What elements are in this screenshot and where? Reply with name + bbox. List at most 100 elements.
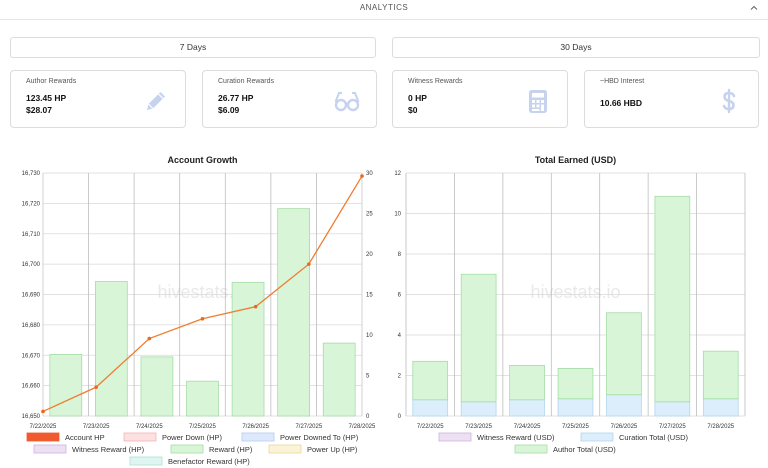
chevron-up-icon[interactable] — [748, 2, 760, 14]
y-tick-label: 16,660 — [22, 384, 41, 390]
bar-curation-total — [412, 399, 449, 417]
curation-rewards-card: Curation Rewards 26.77 HP $6.09 — [202, 70, 377, 128]
y-tick-label: 8 — [398, 252, 402, 258]
legend-label: Benefactor Reward (HP) — [168, 457, 250, 466]
bar-author-total — [557, 368, 594, 400]
bar-curation-total — [460, 401, 497, 417]
legend-label: Reward (HP) — [209, 445, 253, 454]
legend-label: Curation Total (USD) — [619, 433, 689, 442]
y-tick-label: 2 — [398, 374, 402, 380]
bar-author-total — [509, 364, 545, 401]
card-label: Curation Rewards — [218, 78, 275, 85]
card-value-usd: $0 — [408, 105, 418, 115]
y-tick-label: 10 — [394, 212, 401, 218]
x-tick-label: 7/26/2025 — [611, 424, 638, 430]
x-tick-label: 7/28/2025 — [707, 424, 734, 430]
analytics-header[interactable]: ANALYTICS — [0, 0, 768, 20]
bar-author-total — [460, 273, 497, 403]
y-tick-label: 16,720 — [22, 201, 41, 207]
bar-curation-total — [606, 394, 642, 417]
bar-reward-hp — [277, 208, 310, 417]
legend-label: Witness Reward (USD) — [477, 433, 555, 442]
y2-tick-label: 30 — [366, 171, 373, 177]
legend-label: Author Total (USD) — [553, 445, 616, 454]
legend-swatch — [170, 444, 204, 454]
dollar-icon — [722, 88, 736, 114]
legend-label: Power Down (HP) — [162, 433, 223, 442]
legend-swatch — [514, 444, 548, 454]
x-tick-label: 7/27/2025 — [295, 424, 322, 430]
card-label: Witness Rewards — [408, 78, 463, 85]
legend-swatch — [26, 432, 60, 442]
legend-swatch — [580, 432, 614, 442]
period-7-days-button[interactable]: 7 Days — [10, 37, 376, 58]
x-tick-label: 7/24/2025 — [514, 424, 541, 430]
y-tick-label: 4 — [398, 333, 402, 339]
section-title: ANALYTICS — [359, 3, 409, 12]
y-tick-label: 16,730 — [22, 171, 41, 177]
x-tick-label: 7/23/2025 — [83, 424, 110, 430]
bar-author-total — [702, 350, 739, 400]
watermark: hivestats.io — [530, 282, 620, 302]
y-tick-label: 16,710 — [22, 232, 41, 238]
card-value-hp: 123.45 HP — [26, 93, 67, 103]
card-value-hbd: 10.66 HBD — [600, 98, 643, 108]
bar-author-total — [606, 312, 642, 396]
y-tick-label: 16,690 — [22, 293, 41, 299]
legend-swatch — [268, 444, 302, 454]
account-growth-chart: Account Growth hivestats.io 16,650 16,660 16… — [0, 150, 384, 468]
y2-tick-label: 5 — [366, 374, 370, 380]
bar-curation-total — [702, 398, 739, 417]
y-tick-label: 16,700 — [22, 262, 41, 268]
chart-title: Total Earned (USD) — [535, 155, 616, 165]
author-rewards-card: Author Rewards 123.45 HP $28.07 — [10, 70, 186, 128]
legend-swatch — [33, 444, 67, 454]
y-tick-label: 16,670 — [22, 353, 41, 359]
legend-swatch — [438, 432, 472, 442]
bar-reward-hp — [95, 281, 128, 417]
glasses-icon — [334, 92, 360, 112]
y-tick-label: 6 — [398, 293, 402, 299]
bar-reward-hp — [140, 356, 174, 417]
y-tick-label: 16,650 — [22, 414, 41, 420]
x-tick-label: 7/23/2025 — [465, 424, 492, 430]
point-account-hp — [200, 317, 205, 321]
y-tick-label: 0 — [398, 414, 402, 420]
card-value-usd: $28.07 — [26, 105, 52, 115]
y2-tick-label: 0 — [366, 414, 370, 420]
point-account-hp — [253, 304, 258, 309]
point-account-hp — [94, 385, 98, 389]
calculator-icon — [529, 90, 547, 113]
pencil-icon — [147, 92, 165, 110]
account-growth-svg: Account Growthhivestats.io16,65016,66016… — [22, 155, 376, 466]
card-value-usd: $6.09 — [218, 105, 240, 115]
x-tick-label: 7/24/2025 — [136, 424, 163, 430]
point-account-hp — [360, 174, 364, 178]
y2-tick-label: 15 — [366, 293, 373, 299]
legend-swatch — [241, 432, 275, 442]
card-value-hp: 26.77 HP — [218, 93, 254, 103]
x-tick-label: 7/25/2025 — [562, 424, 589, 430]
card-label: Author Rewards — [26, 78, 77, 85]
point-account-hp — [147, 336, 152, 341]
legend-swatch — [123, 432, 157, 442]
legend-label: Power Up (HP) — [307, 445, 358, 454]
y-tick-label: 12 — [394, 171, 401, 177]
x-tick-label: 7/22/2025 — [30, 424, 57, 430]
y2-tick-label: 20 — [366, 252, 373, 258]
legend-swatch — [129, 456, 163, 466]
bar-author-total — [654, 195, 691, 403]
bar-reward-hp — [322, 342, 356, 417]
witness-rewards-card: Witness Rewards 0 HP $0 — [392, 70, 568, 128]
y-tick-label: 16,680 — [22, 323, 41, 329]
period-30-days-button[interactable]: 30 Days — [392, 37, 760, 58]
x-tick-label: 7/27/2025 — [659, 424, 686, 430]
y2-tick-label: 25 — [366, 212, 373, 218]
bar-curation-total — [509, 399, 545, 417]
x-tick-label: 7/26/2025 — [242, 424, 269, 430]
bar-curation-total — [557, 398, 594, 417]
card-value-hp: 0 HP — [408, 93, 427, 103]
chart-title: Account Growth — [168, 155, 238, 165]
hbd-interest-card: ~HBD Interest 10.66 HBD — [584, 70, 759, 128]
point-account-hp — [41, 409, 45, 414]
